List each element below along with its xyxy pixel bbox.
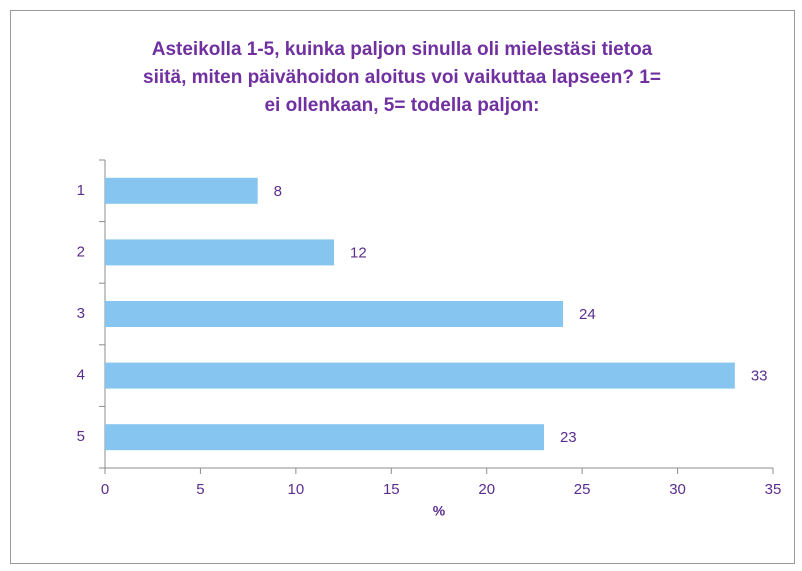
y-tick-label: 3 [77, 305, 85, 322]
x-tick-label: 10 [288, 481, 305, 498]
data-label: 33 [751, 368, 768, 385]
chart-title: ei ollenkaan, 5= todella paljon: [264, 95, 539, 116]
bar [105, 239, 335, 266]
data-label: 23 [560, 429, 577, 446]
chart-title: siitä, miten päivähoidon aloitus voi vai… [143, 67, 661, 88]
x-tick-label: 20 [478, 481, 495, 498]
x-tick-label: 30 [669, 481, 686, 498]
x-tick-label: 25 [574, 481, 591, 498]
y-tick-label: 5 [77, 428, 85, 445]
x-axis-label: % [433, 503, 446, 519]
x-tick-label: 5 [196, 481, 204, 498]
bar [105, 177, 258, 204]
bar [105, 424, 544, 451]
x-tick-label: 35 [765, 481, 782, 498]
x-tick-label: 15 [383, 481, 400, 498]
y-tick-label: 2 [77, 243, 85, 260]
data-label: 8 [274, 183, 282, 200]
x-tick-label: 0 [101, 481, 109, 498]
chart-frame [10, 10, 795, 564]
y-tick-label: 4 [77, 367, 85, 384]
data-label: 24 [579, 306, 596, 323]
chart-title: Asteikolla 1-5, kuinka paljon sinulla ol… [152, 39, 653, 60]
bar [105, 362, 735, 389]
bar [105, 301, 564, 327]
data-label: 12 [350, 244, 367, 261]
y-tick-label: 1 [77, 182, 85, 199]
